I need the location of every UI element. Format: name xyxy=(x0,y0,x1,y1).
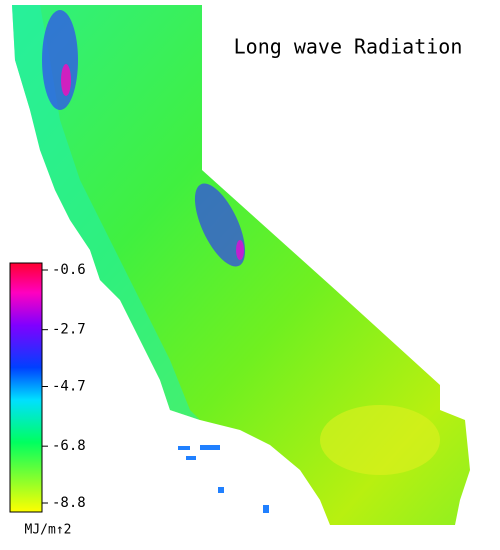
sierra-peak xyxy=(236,240,244,260)
islands xyxy=(178,445,269,513)
colorbar-tick-label: -0.6 xyxy=(52,262,86,278)
desert-yellow xyxy=(320,405,440,475)
colorbar xyxy=(9,262,43,513)
colorbar-tick-label: -8.8 xyxy=(52,495,86,511)
map-title: Long wave Radiation xyxy=(234,35,463,59)
sierra-range xyxy=(194,183,246,267)
state-outline xyxy=(12,5,470,525)
colorbar-tick-label: -6.8 xyxy=(52,438,86,454)
northern-peak xyxy=(61,64,71,96)
colorbar-unit: MJ/m↑2 xyxy=(25,523,72,538)
coastal-band xyxy=(12,5,200,420)
colorbar-tick-label: -4.7 xyxy=(52,379,86,395)
colorbar-tick-label: -2.7 xyxy=(52,322,86,338)
northern-range xyxy=(42,10,78,110)
